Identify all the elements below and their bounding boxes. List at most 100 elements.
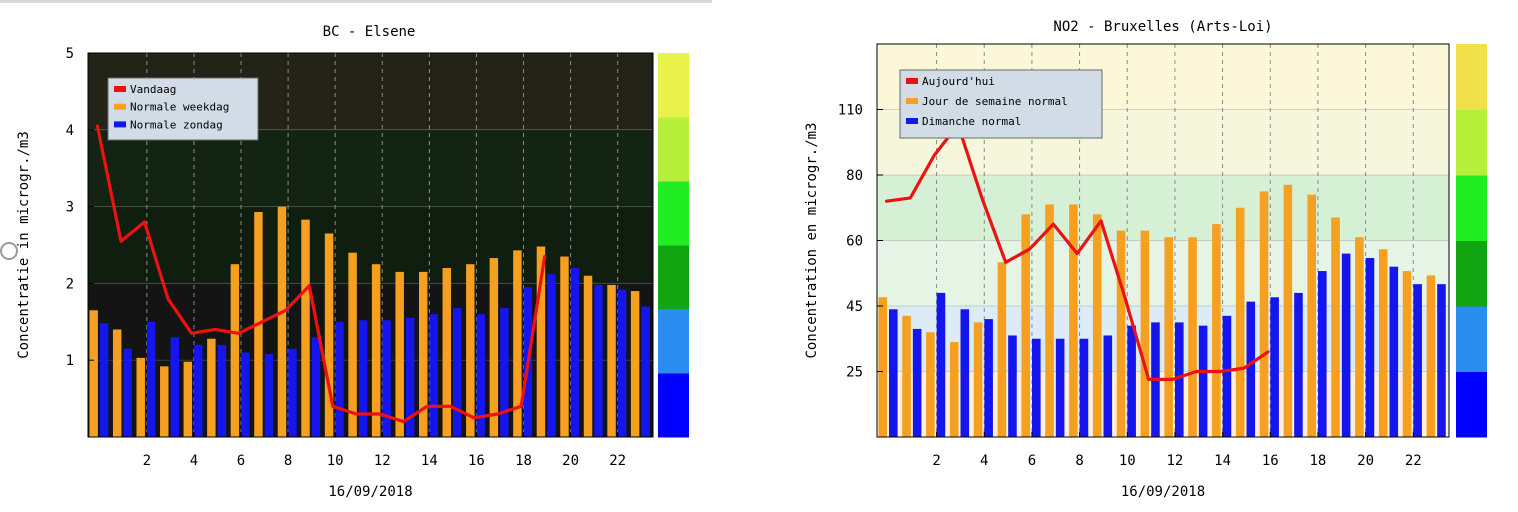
chart1-bar-sunday-17 (1294, 292, 1303, 437)
chart0-legend-swatch-sunday (114, 121, 126, 128)
chart0-bar-weekday-18 (513, 250, 522, 437)
chart0-bar-weekday-22 (607, 284, 616, 437)
chart1-bar-weekday-18 (1307, 194, 1317, 437)
chart0-bar-sunday-2 (146, 321, 156, 437)
chart1-legend-swatch-sunday (906, 118, 918, 124)
chart0-bar-sunday-14 (429, 314, 438, 437)
chart0-bar-weekday-17 (489, 258, 499, 437)
chart0-bar-weekday-20 (560, 256, 569, 437)
chart1-bar-sunday-20 (1365, 257, 1375, 437)
chart1-bar-weekday-20 (1355, 237, 1364, 437)
chart0-legend-label-today: Vandaag (130, 83, 176, 96)
chart0-xtick-label: 8 (284, 453, 292, 469)
chart0-bar-sunday-16 (476, 314, 486, 437)
chart1-bar-sunday-18 (1318, 271, 1327, 437)
chart0-line-today (95, 124, 547, 424)
chart1-xtick-label: 22 (1405, 453, 1422, 469)
chart1-bar-weekday-2 (926, 332, 935, 437)
chart1-bar-weekday-9 (1092, 214, 1102, 437)
chart1-scale-seg-0 (1456, 371, 1487, 438)
chart1-xtick-label: 10 (1119, 453, 1136, 469)
chart1-bar-weekday-7 (1045, 204, 1054, 437)
chart1-bar-weekday-10 (1116, 230, 1126, 437)
chart0-bar-weekday-0 (89, 310, 98, 437)
chart0-ylabel: Concentratie in microgr./m3 (16, 131, 32, 359)
chart1-legend-box (899, 69, 1103, 139)
chart1-bar-sunday-1 (912, 328, 922, 437)
chart0-xtick-label: 4 (190, 453, 198, 469)
scroll-handle-icon (0, 242, 18, 260)
chart1-bar-sunday-22 (1413, 284, 1422, 437)
chart1-legend-label-sunday: Dimanche normal (922, 115, 1021, 128)
chart1-ytick-label: 110 (838, 103, 863, 119)
chart0-legend-box (107, 77, 259, 141)
chart1-bar-sunday-23 (1437, 284, 1446, 437)
chart1-xtick-label: 20 (1357, 453, 1374, 469)
chart0-xtick-label: 22 (609, 453, 626, 469)
chart1-bar-weekday-1 (902, 315, 911, 437)
chart0-bar-sunday-15 (453, 307, 462, 437)
chart1-ytick-label: 25 (846, 365, 863, 381)
chart1-band-1 (877, 306, 1449, 372)
chart0-plot-frame (87, 52, 654, 438)
chart1-scale-seg-3 (1456, 175, 1487, 241)
chart0-bar-weekday-4 (183, 361, 193, 437)
chart1-legend-label-today: Aujourd'hui (922, 75, 995, 88)
chart1-bar-weekday-14 (1212, 224, 1221, 437)
chart1-bar-weekday-17 (1283, 184, 1293, 437)
chart0-xtick-label: 18 (515, 453, 532, 469)
chart0-bar-sunday-7 (264, 354, 274, 437)
chart1-scale-seg-4 (1456, 109, 1487, 176)
chart1-xtick-label: 14 (1214, 453, 1231, 469)
chart0-bar-sunday-5 (217, 344, 227, 437)
chart1-bar-weekday-8 (1069, 204, 1078, 437)
chart1-bar-weekday-3 (949, 342, 959, 437)
chart0-band-2 (88, 129, 653, 207)
chart1-xtick-label: 4 (980, 453, 988, 469)
chart1-bar-weekday-21 (1378, 249, 1388, 437)
chart1-bar-weekday-5 (997, 262, 1007, 437)
chart1-bar-weekday-16 (1259, 191, 1269, 437)
chart0-ytick-label: 2 (66, 276, 74, 292)
chart0-legend-label-sunday: Normale zondag (130, 118, 223, 131)
chart0-title: BC - Elsene (323, 24, 416, 40)
chart0-bar-sunday-21 (594, 284, 603, 437)
chart1-xtick-label: 12 (1166, 453, 1183, 469)
chart0-bar-sunday-22 (617, 289, 627, 437)
chart1-bar-sunday-7 (1055, 338, 1065, 437)
chart1-bar-sunday-5 (1008, 335, 1017, 437)
chart0-bar-sunday-23 (641, 306, 650, 437)
chart0-legend-swatch-today (114, 86, 126, 92)
chart0-bar-weekday-23 (630, 291, 640, 437)
chart0-scale-seg-5 (658, 53, 689, 118)
chart1-bar-weekday-12 (1164, 237, 1174, 437)
chart0-ytick-label: 1 (66, 353, 74, 369)
chart1-bar-sunday-19 (1341, 253, 1351, 437)
chart0-bar-weekday-8 (277, 206, 287, 437)
chart1-bar-sunday-6 (1032, 338, 1041, 437)
chart0-bar-weekday-19 (536, 246, 546, 437)
chart1-bar-weekday-22 (1402, 271, 1412, 437)
chart1-legend-swatch-weekday (906, 98, 918, 104)
chart0-scale-seg-2 (658, 245, 689, 310)
chart1-band-3 (877, 175, 1449, 241)
chart0-bar-sunday-13 (405, 317, 415, 437)
chart1-bar-sunday-4 (984, 319, 993, 437)
chart0-scale-seg-3 (658, 181, 689, 246)
chart0-bar-weekday-1 (112, 329, 122, 437)
chart0-xtick-label: 2 (143, 453, 151, 469)
chart1-bar-sunday-21 (1389, 266, 1399, 437)
chart1-ytick-label: 45 (846, 299, 863, 315)
chart1-ytick-label: 60 (846, 234, 863, 250)
chart0-bar-sunday-12 (382, 320, 391, 437)
chart0-bar-sunday-0 (99, 323, 109, 437)
chart1-bar-weekday-23 (1426, 275, 1436, 437)
chart1-bar-sunday-9 (1103, 335, 1113, 437)
chart0-bar-weekday-9 (301, 219, 310, 437)
chart1-legend-label-weekday: Jour de semaine normal (922, 95, 1068, 108)
chart0-xtick-label: 12 (374, 453, 391, 469)
chart0-bar-sunday-19 (547, 274, 556, 437)
chart1-xtick-label: 6 (1028, 453, 1036, 469)
chart1-bar-weekday-6 (1021, 214, 1031, 437)
chart0-bar-weekday-11 (348, 252, 357, 437)
